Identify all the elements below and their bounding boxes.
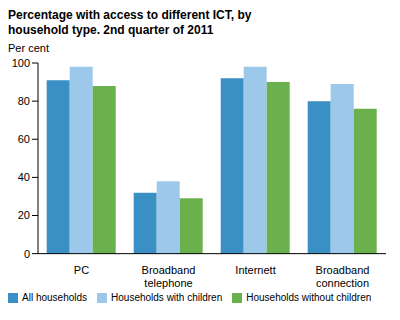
svg-text:20: 20 (18, 209, 30, 221)
svg-text:Broadbandconnection: Broadbandconnection (316, 264, 370, 289)
html-text:Per cent: Per cent (8, 42, 49, 54)
svg-text:Internett: Internett (235, 264, 275, 276)
svg-text:Broadbandtelephone: Broadbandtelephone (142, 264, 196, 289)
html-text:All households: All households (22, 291, 87, 303)
svg-text:100: 100 (12, 57, 30, 69)
html-text:Households with children: Households with children (111, 291, 223, 303)
svg-text:60: 60 (18, 133, 30, 145)
svg-text:40: 40 (18, 171, 30, 183)
svg-text:0: 0 (24, 248, 30, 260)
svg-text:80: 80 (18, 95, 30, 107)
html-text:Households without children: Households without children (246, 291, 372, 303)
html-text:Percentage with access to diff: Percentage with access to different ICT,… (8, 8, 252, 37)
svg-text:PC: PC (74, 264, 89, 276)
